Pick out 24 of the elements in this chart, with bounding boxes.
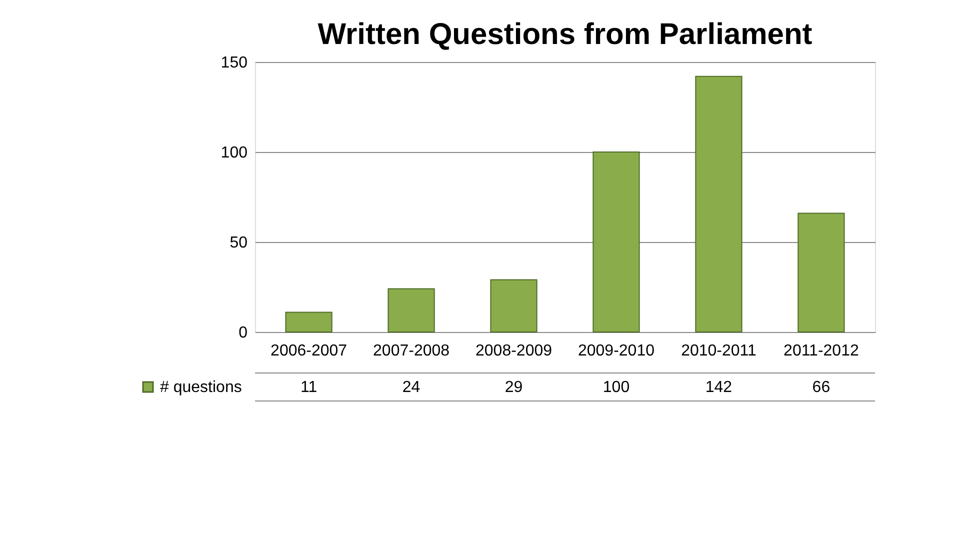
x-tick-label: 2009-2010: [578, 342, 655, 360]
x-tick-label: 2011-2012: [784, 342, 859, 360]
x-tick-label: 2008-2009: [476, 342, 552, 360]
legend-label: # questions: [160, 379, 242, 396]
x-tick-label: 2006-2007: [270, 342, 348, 360]
chart-title: Written Questions from Parliament: [318, 18, 812, 51]
data-label: 11: [300, 379, 318, 396]
data-label: 24: [402, 379, 420, 396]
bar: [695, 76, 742, 332]
bar: [798, 212, 845, 332]
y-tick-label: 50: [230, 234, 248, 252]
y-tick-label: 150: [220, 54, 248, 72]
data-label: 29: [504, 379, 523, 396]
data-label: 142: [705, 379, 732, 396]
y-tick-label: 100: [220, 144, 248, 162]
bar: [388, 288, 435, 332]
bar: [592, 152, 640, 332]
bar: [490, 279, 538, 332]
data-label: 100: [602, 379, 630, 396]
bar: [285, 312, 332, 332]
y-tick-label: 0: [238, 324, 248, 342]
data-label: 66: [812, 379, 830, 396]
x-tick-label: 2010-2011: [681, 342, 756, 360]
x-tick-label: 2007-2008: [373, 342, 450, 360]
